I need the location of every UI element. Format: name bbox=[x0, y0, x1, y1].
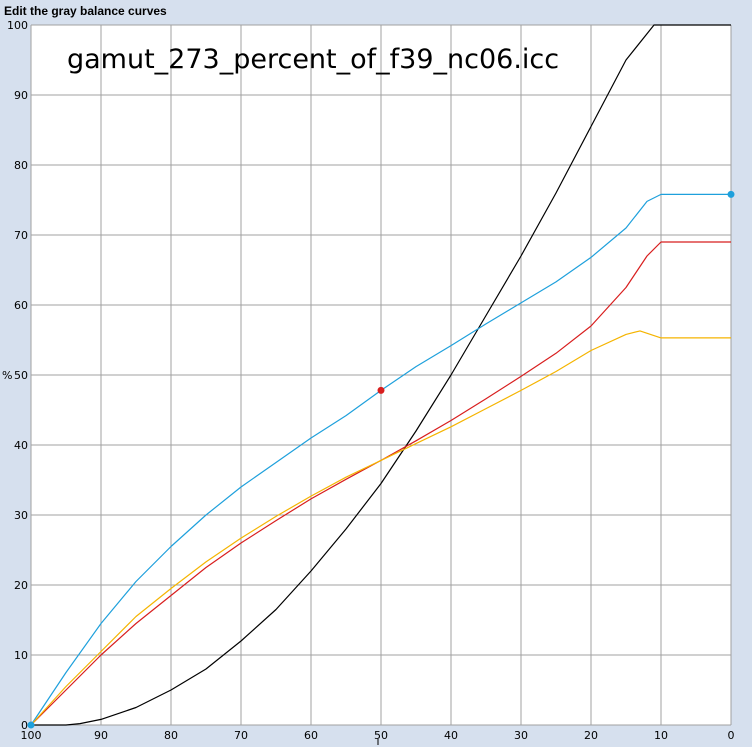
x-tick-label: 0 bbox=[728, 729, 735, 742]
y-tick-label: 80 bbox=[14, 159, 28, 172]
x-tick-label: 40 bbox=[444, 729, 458, 742]
red-control-point[interactable] bbox=[377, 386, 385, 394]
y-axis-label: % bbox=[2, 369, 12, 382]
y-tick-label: 40 bbox=[14, 439, 28, 452]
y-tick-label: 90 bbox=[14, 89, 28, 102]
y-axis-ticks: 0 10 20 30 40 50 60 70 80 90 100 bbox=[7, 19, 28, 732]
x-tick-label: 80 bbox=[164, 729, 178, 742]
x-tick-label: 70 bbox=[234, 729, 248, 742]
y-tick-label: 30 bbox=[14, 509, 28, 522]
y-tick-label: 70 bbox=[14, 229, 28, 242]
panel-title: Edit the gray balance curves bbox=[4, 4, 167, 18]
black-curve[interactable] bbox=[31, 24, 731, 726]
y-tick-label: 20 bbox=[14, 579, 28, 592]
x-tick-label: 60 bbox=[304, 729, 318, 742]
y-tick-label: 0 bbox=[21, 719, 28, 732]
red-curve[interactable] bbox=[30, 241, 731, 726]
x-tick-label: 100 bbox=[21, 729, 42, 742]
yellow-curve[interactable] bbox=[30, 330, 731, 726]
x-tick-label: 10 bbox=[654, 729, 668, 742]
series-layer bbox=[30, 24, 731, 726]
cyan-control-point-end[interactable] bbox=[727, 190, 735, 198]
cyan-control-point-start[interactable] bbox=[27, 721, 35, 729]
x-tick-label: 90 bbox=[94, 729, 108, 742]
cyan-curve[interactable] bbox=[30, 193, 731, 726]
y-tick-label: 100 bbox=[7, 19, 28, 32]
x-tick-label: 50 bbox=[374, 729, 388, 742]
x-axis-ticks: 100 90 80 70 60 50 40 30 20 10 0 bbox=[21, 729, 735, 742]
control-points-layer bbox=[27, 190, 735, 729]
y-tick-label: 10 bbox=[14, 649, 28, 662]
chart-title: gamut_273_percent_of_f39_nc06.icc bbox=[67, 44, 559, 75]
x-tick-label: 30 bbox=[514, 729, 528, 742]
x-tick-label: 20 bbox=[584, 729, 598, 742]
y-tick-label: 50 bbox=[14, 369, 28, 382]
y-tick-label: 60 bbox=[14, 299, 28, 312]
